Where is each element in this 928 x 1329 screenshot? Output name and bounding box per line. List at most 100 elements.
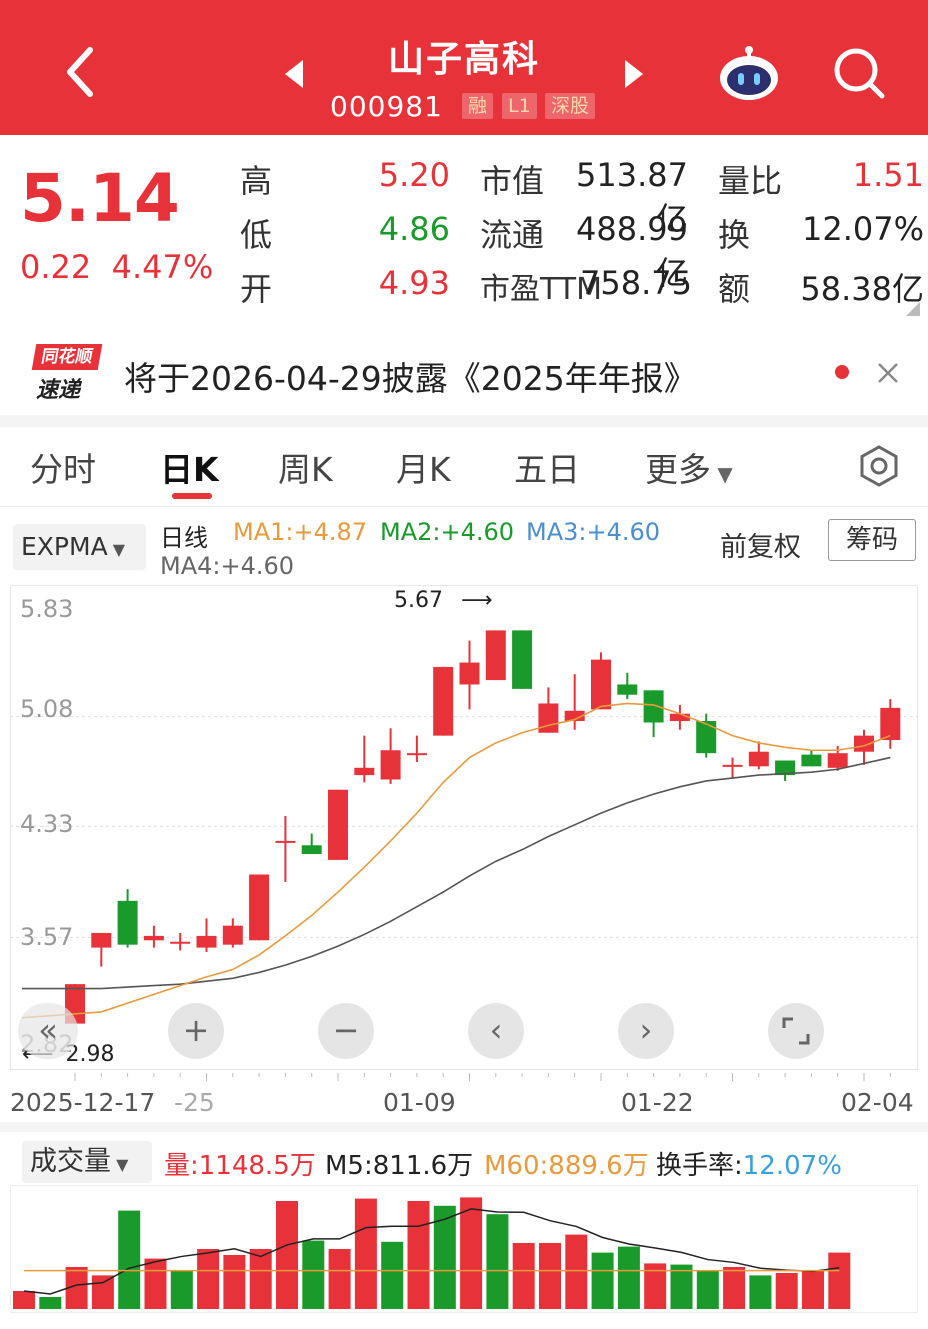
high-label: 高 bbox=[240, 162, 273, 200]
tab-intraday[interactable]: 分时 bbox=[30, 450, 96, 489]
price-change: 0.22 4.47% bbox=[20, 248, 213, 286]
zoom-out-button[interactable]: − bbox=[318, 1003, 374, 1059]
turnover-label: 换 bbox=[718, 216, 751, 254]
volume-bar bbox=[591, 1252, 614, 1309]
search-icon[interactable] bbox=[832, 46, 888, 102]
tab-daily-k[interactable]: 日K bbox=[160, 450, 219, 489]
zoom-in-button[interactable]: + bbox=[168, 1003, 224, 1059]
fullscreen-button[interactable] bbox=[768, 1003, 824, 1059]
settings-hexagon-icon[interactable] bbox=[857, 444, 901, 488]
adjust-mode[interactable]: 前复权 bbox=[720, 532, 801, 563]
candle-body bbox=[669, 713, 690, 722]
volume-bar bbox=[170, 1270, 193, 1309]
volume-bar bbox=[749, 1275, 772, 1309]
volume-bar bbox=[696, 1270, 719, 1309]
section-divider bbox=[0, 1122, 928, 1132]
candle-body bbox=[854, 735, 874, 752]
candle-body bbox=[406, 753, 427, 756]
candle-body bbox=[801, 754, 822, 767]
ma2-value: MA2:+4.60 bbox=[380, 518, 515, 546]
amount-label: 额 bbox=[718, 270, 751, 308]
stock-name: 山子高科 bbox=[387, 39, 540, 80]
volume-bar bbox=[433, 1205, 456, 1309]
close-icon[interactable] bbox=[876, 361, 900, 385]
x-tick-label: -25 bbox=[174, 1088, 215, 1117]
volume-bar bbox=[144, 1258, 167, 1309]
amount-value: 58.38亿 bbox=[800, 270, 924, 308]
x-tick-label: 01-09 bbox=[383, 1088, 456, 1117]
candle-body bbox=[643, 690, 664, 723]
candle-body bbox=[433, 666, 454, 736]
volume-bar bbox=[512, 1243, 535, 1309]
last-price: 5.14 bbox=[20, 160, 180, 237]
app-header: 山子高科 000981 融 L1 深股 bbox=[0, 0, 928, 135]
scroll-left-icon[interactable]: « bbox=[18, 1003, 78, 1059]
candle-body bbox=[117, 900, 138, 945]
volume-chart[interactable] bbox=[10, 1185, 918, 1313]
high-price-marker: 5.67 ⟶ bbox=[394, 588, 493, 613]
float-cap-label: 流通 bbox=[480, 216, 545, 254]
margin-badge: 融 bbox=[462, 93, 494, 119]
candle-body bbox=[275, 840, 296, 843]
kline-chart[interactable] bbox=[10, 585, 918, 1070]
active-tab-indicator bbox=[172, 493, 212, 499]
volume-ma-lines bbox=[23, 1208, 840, 1295]
float-cap-value: 488.99亿 bbox=[576, 210, 688, 292]
next-candle-button[interactable]: › bbox=[618, 1003, 674, 1059]
tab-five-day[interactable]: 五日 bbox=[514, 450, 580, 489]
volume-bar bbox=[39, 1297, 62, 1309]
volume-frame bbox=[10, 1185, 918, 1313]
candle-body bbox=[696, 721, 717, 754]
volume-bar bbox=[670, 1264, 693, 1309]
tab-more[interactable]: 更多 ▼ bbox=[645, 450, 733, 489]
volume-bar bbox=[802, 1270, 824, 1309]
dropdown-caret-icon: ▼ bbox=[111, 1155, 129, 1174]
ths-express-logo: 同花顺 速递 bbox=[30, 344, 103, 403]
x-tick-label: 01-22 bbox=[621, 1088, 694, 1117]
tab-weekly-k[interactable]: 周K bbox=[278, 450, 333, 489]
tab-monthly-k[interactable]: 月K bbox=[396, 450, 451, 489]
volume-bar bbox=[13, 1291, 35, 1309]
y-tick-label: 3.57 bbox=[20, 923, 74, 951]
market-cap-value: 513.87亿 bbox=[576, 156, 688, 238]
expand-corner-icon[interactable] bbox=[906, 302, 920, 316]
open-label: 开 bbox=[240, 270, 273, 308]
volume-bar bbox=[276, 1201, 298, 1309]
volume-bar bbox=[197, 1249, 220, 1309]
pe-ttm-label: 市盈TTM bbox=[480, 272, 603, 307]
volume-bar bbox=[565, 1234, 588, 1309]
chip-distribution-button[interactable]: 筹码 bbox=[828, 519, 916, 561]
candle-body bbox=[722, 764, 743, 767]
candle-body bbox=[196, 935, 217, 948]
announcement-bar[interactable]: 同花顺 速递 将于2026-04-29披露《2025年年报》 bbox=[0, 330, 928, 415]
robot-assistant-icon[interactable] bbox=[718, 44, 780, 102]
volume-bar bbox=[723, 1267, 746, 1309]
low-label: 低 bbox=[240, 216, 273, 254]
y-tick-label: 5.08 bbox=[20, 695, 74, 723]
right-arrow-icon: ⟶ bbox=[460, 588, 493, 613]
market-cap-label: 市值 bbox=[480, 162, 545, 200]
open-value: 4.93 bbox=[378, 264, 450, 302]
m60-value: M60:889.6万 bbox=[484, 1151, 649, 1181]
candle-body bbox=[591, 659, 611, 710]
change-amount: 0.22 bbox=[20, 248, 92, 286]
turnover-value: 12.07% bbox=[801, 210, 924, 248]
next-stock-icon[interactable] bbox=[625, 60, 643, 88]
shenzhen-connect-badge: 深股 bbox=[545, 93, 596, 119]
volume-bar bbox=[249, 1249, 272, 1309]
indicator-select[interactable]: EXPMA ▼ bbox=[13, 524, 146, 570]
prev-candle-button[interactable]: ‹ bbox=[468, 1003, 524, 1059]
x-tick-label: 02-04 bbox=[841, 1088, 914, 1117]
candle-body bbox=[827, 753, 848, 768]
volume-bar bbox=[354, 1198, 377, 1309]
candle-body bbox=[328, 789, 348, 860]
volume-bar bbox=[302, 1240, 325, 1309]
volume-indicator-select[interactable]: 成交量 ▼ bbox=[22, 1141, 152, 1183]
stock-code: 000981 bbox=[330, 90, 443, 123]
period-label: 日线 bbox=[160, 524, 208, 552]
unread-dot bbox=[835, 365, 849, 379]
volume-ratio-value: 1.51 bbox=[852, 156, 924, 194]
back-arrow-icon[interactable] bbox=[58, 42, 118, 102]
prev-stock-icon[interactable] bbox=[285, 60, 303, 88]
ma-slow-line bbox=[22, 756, 891, 990]
